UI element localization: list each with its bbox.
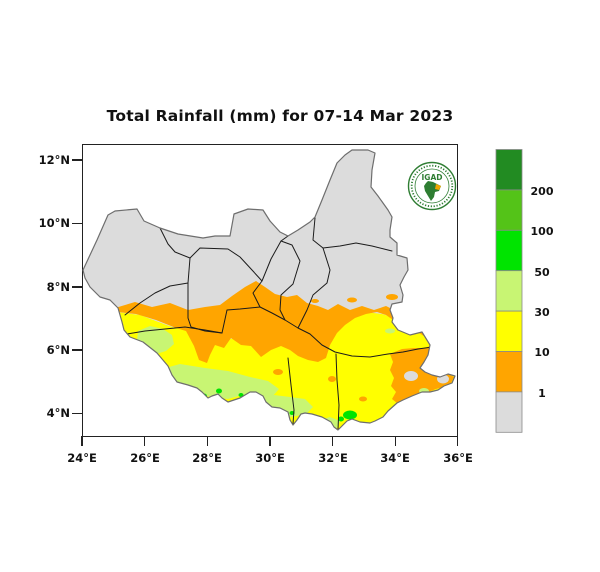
legend-label: 100 (530, 225, 554, 238)
y-tick-label: 6°N (46, 343, 70, 357)
y-tick-label: 8°N (46, 280, 70, 294)
zone-1-10mm-southeast (390, 344, 454, 403)
y-tick (72, 222, 82, 224)
y-tick (72, 412, 82, 414)
color-scale-legend (495, 149, 523, 433)
x-tick (269, 436, 271, 446)
x-tick-label: 24°E (67, 451, 97, 465)
x-tick-label: 26°E (130, 451, 160, 465)
x-tick-label: 30°E (255, 451, 285, 465)
legend-swatch-100-200 (495, 189, 523, 231)
country-border (82, 149, 456, 431)
x-tick (206, 436, 209, 446)
zone-1-10mm-speckles (273, 294, 398, 402)
y-tick-label: 4°N (46, 406, 70, 420)
state-boundaries (124, 217, 455, 430)
page-title: Total Rainfall (mm) for 07-14 Mar 2023 (106, 107, 454, 125)
legend-swatch-30-50 (495, 270, 523, 312)
igad-logo: IGAD (407, 161, 457, 211)
y-tick-label: 12°N (38, 153, 70, 167)
x-tick (143, 436, 146, 446)
x-tick (81, 436, 83, 446)
x-tick-label: 36°E (443, 451, 473, 465)
legend-label: 30 (534, 306, 550, 319)
y-tick-label: 10°N (38, 216, 70, 230)
legend-swatch-below-1 (495, 391, 523, 433)
rainfall-map: IGAD (82, 149, 457, 431)
x-tick-label: 34°E (380, 451, 410, 465)
legend-label: 1 (538, 387, 546, 400)
logo-horn-highlight (435, 184, 441, 190)
y-tick (72, 286, 82, 288)
legend-swatch-10-30 (495, 310, 523, 352)
legend-label: 10 (534, 346, 550, 359)
legend-swatch-above-200 (495, 149, 523, 191)
legend-label: 50 (534, 266, 550, 279)
legend-swatch-50-100 (495, 229, 523, 272)
x-tick (394, 436, 397, 446)
logo-text-ring (410, 164, 454, 208)
legend-swatch-1-10 (495, 351, 523, 393)
x-tick-label: 28°E (192, 451, 222, 465)
legend-label: 200 (530, 185, 554, 198)
y-tick (72, 349, 82, 351)
x-tick (456, 436, 458, 446)
logo-wordmark: IGAD (422, 173, 443, 182)
x-tick-label: 32°E (318, 451, 348, 465)
x-tick (331, 436, 334, 446)
y-tick (72, 159, 82, 161)
zone-1-10mm-band (115, 281, 455, 363)
